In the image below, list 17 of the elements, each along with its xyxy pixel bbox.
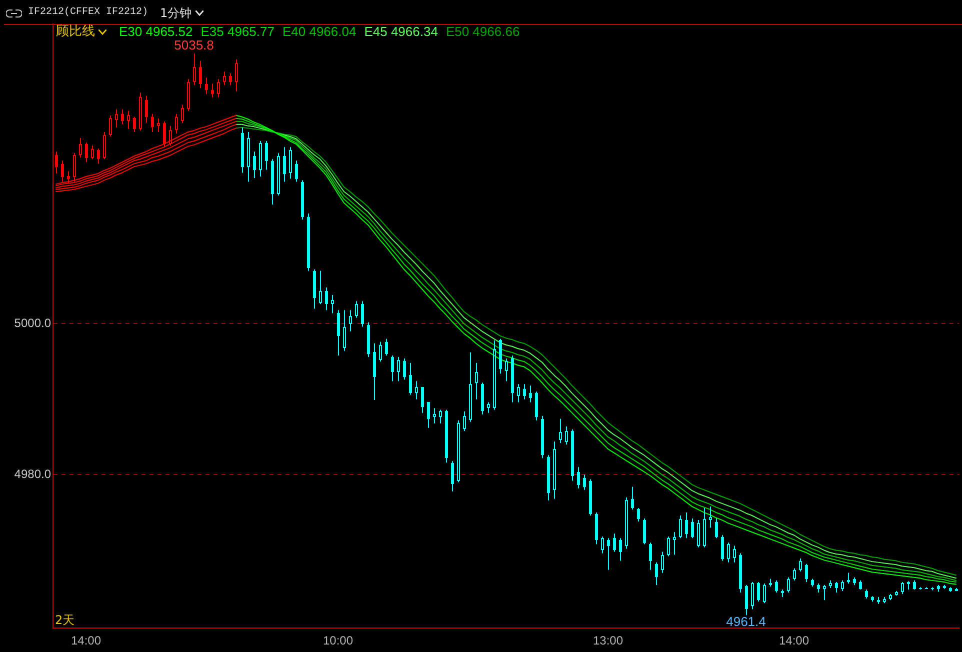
x-tick-label: 14:00 — [778, 634, 810, 648]
legend-title: 顾比线 — [56, 24, 95, 39]
annotation: 2天 — [55, 613, 75, 628]
y-tick-label: 5000.0 — [14, 316, 52, 330]
chart-title: IF2212(CFFEX IF2212) — [28, 6, 148, 20]
chart-subtitle: 1分钟 — [160, 5, 192, 21]
text: E50 4966.66 — [446, 24, 520, 39]
x-tick-label: 10:00 — [322, 634, 354, 648]
annotation: 5035.8 — [174, 38, 214, 53]
text: E45 4966.34 — [364, 24, 438, 39]
text: E35 4965.77 — [200, 24, 274, 39]
x-tick-label: 13:00 — [592, 634, 624, 648]
text: E40 4966.04 — [282, 24, 356, 39]
x-tick-label: 14:00 — [70, 634, 102, 648]
annotation: 4961.4 — [726, 614, 766, 630]
y-tick-label: 4980.0 — [14, 467, 52, 482]
text: E30 4965.52 — [119, 24, 193, 39]
